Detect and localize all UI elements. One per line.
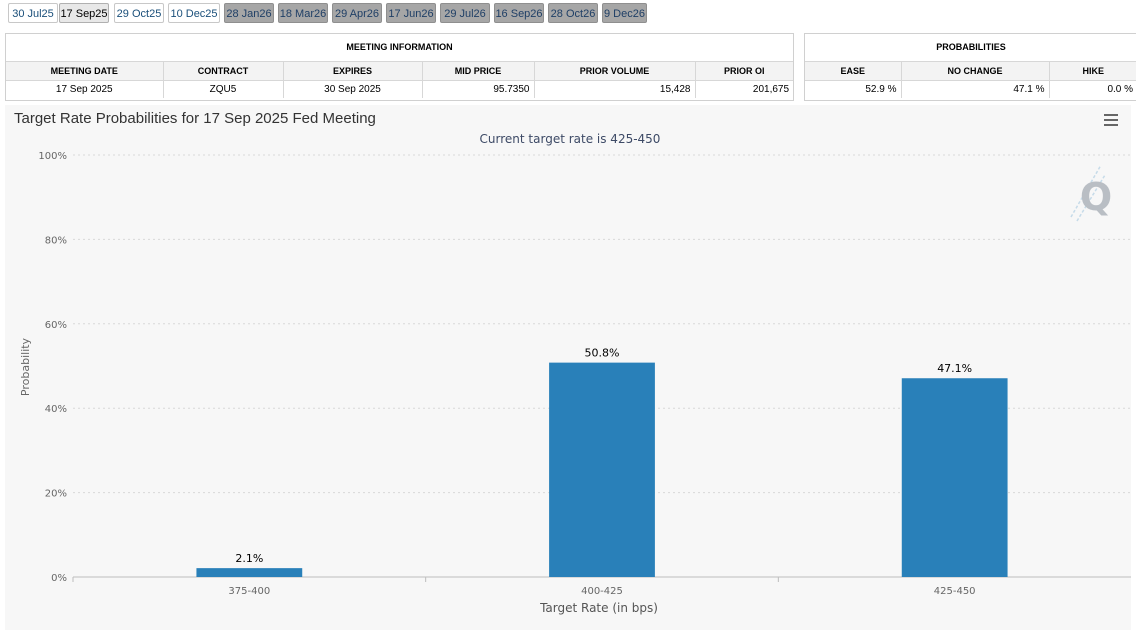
meeting-information-caption: MEETING INFORMATION <box>6 34 794 62</box>
bar-chart: Current target rate is 425-450 Q 0% 20% 40… <box>19 132 1131 615</box>
column-header-no-change: NO CHANGE <box>901 61 1050 81</box>
tab-9[interactable]: 16 Sep26 <box>494 3 544 23</box>
table-row: 17 Sep 2025 ZQU5 30 Sep 2025 95.7350 15,… <box>6 80 793 98</box>
contract-value: ZQU5 <box>163 80 284 98</box>
y-axis-label: Probability <box>19 337 32 396</box>
column-header-prior-oi: PRIOR OI <box>695 61 794 81</box>
chart-container: Target Rate Probabilities for 17 Sep 202… <box>5 105 1131 630</box>
chart-subtitle: Current target rate is 425-450 <box>480 132 661 146</box>
tab-11[interactable]: 9 Dec26 <box>602 3 647 23</box>
probabilities-table: PROBABILITIES EASE NO CHANGE HIKE 52.9 %… <box>805 34 1136 98</box>
column-header-mid-price: MID PRICE <box>422 61 535 81</box>
column-header-meeting-date: MEETING DATE <box>6 61 164 81</box>
y-tick-label: 0% <box>51 573 67 584</box>
column-header-expires: EXPIRES <box>283 61 423 81</box>
meeting-information-panel: MEETING INFORMATION MEETING DATE CONTRAC… <box>5 33 794 101</box>
mid-price-value: 95.7350 <box>422 80 535 98</box>
hamburger-menu-icon[interactable] <box>1104 114 1118 126</box>
meeting-information-table: MEETING INFORMATION MEETING DATE CONTRAC… <box>6 34 794 98</box>
tab-0[interactable]: 30 Jul25 <box>8 3 58 23</box>
tab-4[interactable]: 28 Jan26 <box>224 3 274 23</box>
meeting-date-value: 17 Sep 2025 <box>6 80 164 98</box>
x-axis-label: Target Rate (in bps) <box>539 601 658 615</box>
tab-3[interactable]: 10 Dec25 <box>168 3 220 23</box>
y-tick-label: 60% <box>45 320 67 331</box>
y-tick-label: 100% <box>38 151 67 162</box>
tab-10[interactable]: 28 Oct26 <box>548 3 598 23</box>
table-row: 52.9 % 47.1 % 0.0 % <box>805 80 1136 98</box>
bar-375-400[interactable] <box>196 568 303 577</box>
expires-value: 30 Sep 2025 <box>283 80 423 98</box>
data-label: 2.1% <box>235 552 263 565</box>
column-header-hike: HIKE <box>1049 61 1136 81</box>
y-tick-label: 20% <box>45 489 67 500</box>
column-header-prior-volume: PRIOR VOLUME <box>534 61 696 81</box>
tab-5[interactable]: 18 Mar26 <box>278 3 328 23</box>
tab-1[interactable]: 17 Sep25 <box>59 3 109 23</box>
column-header-contract: CONTRACT <box>163 61 284 81</box>
tab-2[interactable]: 29 Oct25 <box>114 3 164 23</box>
tab-6[interactable]: 29 Apr26 <box>332 3 382 23</box>
q-logo-letter: Q <box>1080 175 1112 219</box>
ease-value: 52.9 % <box>805 80 902 98</box>
column-header-ease: EASE <box>805 61 902 81</box>
prior-oi-value: 201,675 <box>752 83 790 95</box>
x-tick-label: 400-425 <box>581 586 623 597</box>
tab-8[interactable]: 29 Jul26 <box>440 3 490 23</box>
prior-volume-value: 15,428 <box>534 80 696 98</box>
x-tick-label: 425-450 <box>934 586 976 597</box>
no-change-value: 47.1 % <box>901 80 1050 98</box>
tab-7[interactable]: 17 Jun26 <box>386 3 436 23</box>
hike-value: 0.0 % <box>1107 83 1134 95</box>
y-tick-label: 80% <box>45 235 67 246</box>
bar-400-425[interactable] <box>549 362 655 577</box>
probabilities-panel: PROBABILITIES EASE NO CHANGE HIKE 52.9 %… <box>804 33 1136 101</box>
data-label: 47.1% <box>937 362 972 375</box>
probabilities-caption: PROBABILITIES <box>805 34 1136 62</box>
data-label: 50.8% <box>585 347 620 360</box>
chart-title: Target Rate Probabilities for 17 Sep 202… <box>14 110 376 127</box>
q-logo-icon: Q <box>1070 164 1112 222</box>
x-tick-label: 375-400 <box>228 586 270 597</box>
bars: 2.1% 50.8% 47.1% <box>196 347 1008 577</box>
bar-425-450[interactable] <box>901 378 1008 577</box>
y-tick-label: 40% <box>45 404 67 415</box>
